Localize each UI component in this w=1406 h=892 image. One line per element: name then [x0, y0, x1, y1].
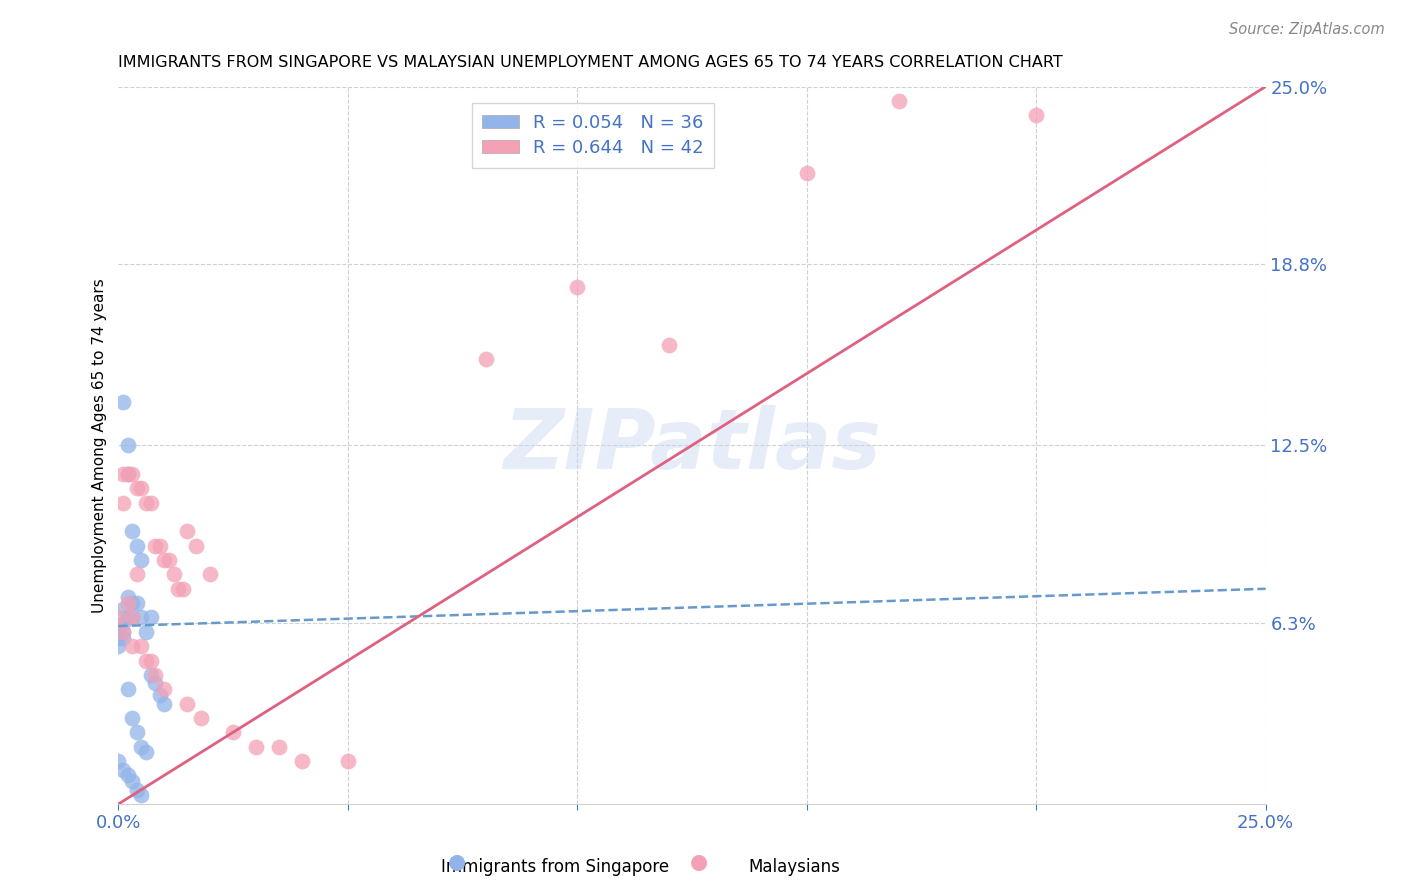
Point — [131, 739, 153, 754]
Point — [291, 754, 314, 768]
Point — [143, 668, 166, 682]
Point — [125, 596, 148, 610]
Point — [121, 524, 143, 539]
Point — [112, 602, 135, 616]
Text: ZIPatlas: ZIPatlas — [503, 405, 882, 486]
Point — [112, 467, 135, 481]
Point — [117, 467, 139, 481]
Point — [131, 481, 153, 495]
Y-axis label: Unemployment Among Ages 65 to 74 years: Unemployment Among Ages 65 to 74 years — [93, 278, 107, 613]
Point — [112, 616, 135, 631]
Point — [186, 539, 208, 553]
Point — [167, 582, 190, 596]
Point — [121, 711, 143, 725]
Point — [222, 725, 245, 739]
Point — [121, 610, 143, 624]
Point — [658, 338, 681, 352]
Point — [125, 725, 148, 739]
Point — [567, 280, 589, 294]
Point — [107, 639, 129, 653]
Point — [107, 631, 129, 645]
Point — [112, 395, 135, 409]
Point — [112, 763, 135, 777]
Point — [117, 682, 139, 697]
Point — [200, 567, 222, 582]
Point — [121, 467, 143, 481]
Point — [135, 745, 157, 759]
Point — [153, 682, 176, 697]
Point — [336, 754, 359, 768]
Point — [172, 582, 194, 596]
Text: IMMIGRANTS FROM SINGAPORE VS MALAYSIAN UNEMPLOYMENT AMONG AGES 65 TO 74 YEARS CO: IMMIGRANTS FROM SINGAPORE VS MALAYSIAN U… — [118, 55, 1063, 70]
Point — [112, 624, 135, 639]
Point — [157, 553, 180, 567]
Point — [131, 789, 153, 803]
Point — [245, 739, 267, 754]
Point — [117, 596, 139, 610]
Point — [143, 539, 166, 553]
Text: Malaysians: Malaysians — [748, 858, 841, 876]
Point — [117, 591, 139, 605]
Point — [149, 539, 172, 553]
Text: ●: ● — [449, 852, 465, 871]
Point — [176, 697, 198, 711]
Point — [125, 782, 148, 797]
Point — [135, 624, 157, 639]
Point — [117, 438, 139, 452]
Point — [112, 624, 135, 639]
Point — [139, 668, 162, 682]
Point — [139, 653, 162, 667]
Point — [131, 610, 153, 624]
Point — [176, 524, 198, 539]
Point — [112, 496, 135, 510]
Point — [474, 352, 496, 367]
Point — [131, 639, 153, 653]
Text: Immigrants from Singapore: Immigrants from Singapore — [441, 858, 669, 876]
Point — [153, 553, 176, 567]
Point — [125, 567, 148, 582]
Point — [143, 676, 166, 690]
Point — [135, 496, 157, 510]
Point — [190, 711, 212, 725]
Point — [139, 610, 162, 624]
Point — [117, 467, 139, 481]
Point — [121, 610, 143, 624]
Point — [162, 567, 184, 582]
Point — [887, 94, 910, 108]
Point — [125, 539, 148, 553]
Legend: R = 0.054   N = 36, R = 0.644   N = 42: R = 0.054 N = 36, R = 0.644 N = 42 — [471, 103, 714, 168]
Point — [117, 610, 139, 624]
Point — [267, 739, 290, 754]
Point — [125, 481, 148, 495]
Point — [112, 631, 135, 645]
Point — [131, 553, 153, 567]
Text: Source: ZipAtlas.com: Source: ZipAtlas.com — [1229, 22, 1385, 37]
Point — [107, 754, 129, 768]
Point — [149, 688, 172, 702]
Point — [121, 639, 143, 653]
Point — [121, 596, 143, 610]
Point — [139, 496, 162, 510]
Point — [153, 697, 176, 711]
Point — [135, 653, 157, 667]
Point — [107, 619, 129, 633]
Text: ●: ● — [690, 852, 707, 871]
Point — [117, 768, 139, 782]
Point — [107, 610, 129, 624]
Point — [796, 166, 818, 180]
Point — [1025, 108, 1047, 122]
Point — [121, 774, 143, 789]
